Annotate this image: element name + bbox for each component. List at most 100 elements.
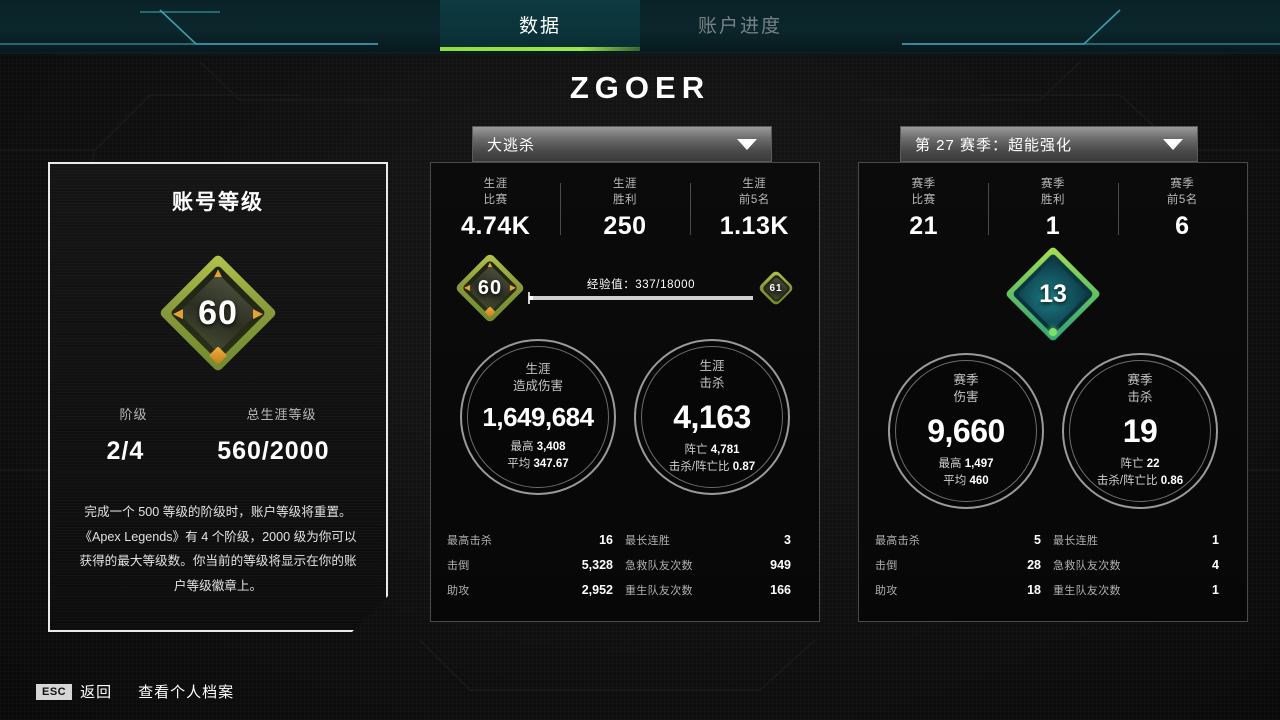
season-top-stats: 赛季 比赛 21 赛季 胜利 1 赛季 前5名 6 [859, 177, 1247, 241]
season-damage-max-val: 1,497 [964, 457, 994, 470]
back-button[interactable]: ESC 返回 [36, 681, 112, 702]
career-bottom-table: 最高击杀 16 最长连胜 3 击倒 5,328 急救队友次数 949 [431, 532, 819, 607]
season-matches-value: 21 [909, 212, 939, 241]
header-accent-lines [0, 9, 1280, 54]
career-wins-stat: 生涯 胜利 250 [560, 177, 689, 241]
season-damage-avg-key: 平均 [943, 474, 967, 487]
chevron-up-icon: ▲ [486, 260, 494, 270]
career-knockdowns-val: 5,328 [581, 558, 613, 572]
player-name: ZGOER [569, 70, 711, 105]
career-respawns-key: 重生队友次数 [625, 585, 693, 597]
back-label: 返回 [80, 684, 113, 701]
career-deaths-key: 阵亡 [684, 443, 708, 456]
account-level-subvalues: 2/4 560/2000 [70, 437, 366, 466]
season-knockdowns-cell: 击倒 28 [875, 557, 1053, 573]
account-level-sublabels: 阶级 总生涯等级 [70, 404, 366, 423]
career-knockdowns-cell: 击倒 5,328 [447, 557, 625, 573]
season-damage-label: 赛季 伤害 [953, 372, 979, 404]
season-wins-stat: 赛季 胜利 1 [988, 177, 1117, 241]
esc-key-badge: ESC [36, 683, 73, 700]
tab-account-progress[interactable]: 账户进度 [640, 0, 840, 48]
career-matches-stat: 生涯 比赛 4.74K [431, 177, 560, 241]
season-deaths-key: 阵亡 [1120, 457, 1144, 470]
season-kd-val: 0.86 [1160, 474, 1184, 487]
account-level-badge-wrap: ▲ ◀ ▶ 60 [70, 258, 366, 368]
season-win-streak-cell: 最长连胜 1 [1053, 532, 1231, 548]
next-level-value: 61 [769, 282, 783, 294]
game-mode-dropdown[interactable]: 大逃杀 [472, 126, 772, 162]
career-kd-key: 击杀/阵亡比 [668, 460, 730, 473]
career-matches-label: 生涯 比赛 [483, 178, 508, 206]
xp-progress-fill [529, 296, 534, 301]
career-stats-panel: 生涯 比赛 4.74K 生涯 胜利 250 生涯 前5名 1.13K ▲ ◀ ▶… [430, 162, 820, 622]
season-kills-circle: 赛季 击杀 19 阵亡 22 击杀/阵亡比 0.86 [1062, 353, 1218, 510]
xp-progress-bar [528, 292, 753, 305]
career-best-kills-val: 16 [599, 533, 613, 547]
season-stats-panel: 赛季 比赛 21 赛季 胜利 1 赛季 前5名 6 13 赛季 伤害 9,660 [858, 162, 1248, 622]
career-damage-circle: 生涯 造成伤害 1,649,684 最高 3,408 平均 347.67 [460, 339, 616, 496]
season-damage-circle: 赛季 伤害 9,660 最高 1,497 平均 460 [888, 353, 1044, 510]
career-revives-val: 949 [770, 558, 791, 572]
current-level-diamond-icon: ▲ ◀ ▶ 60 [454, 252, 526, 324]
account-level-diamond-icon: ▲ ◀ ▶ 60 [163, 258, 273, 368]
season-wins-value: 1 [1045, 212, 1061, 241]
rank-label: 阶级 [119, 407, 148, 422]
season-circles: 赛季 伤害 9,660 最高 1,497 平均 460 赛季 击杀 19 阵亡 … [859, 353, 1247, 510]
career-wins-label: 生涯 胜利 [612, 178, 637, 206]
table-row: 最高击杀 16 最长连胜 3 [447, 532, 803, 548]
season-knockdowns-key: 击倒 [875, 560, 898, 572]
season-damage-avg-val: 460 [969, 474, 989, 487]
career-best-kills-cell: 最高击杀 16 [447, 532, 625, 548]
table-row: 击倒 28 急救队友次数 4 [875, 557, 1231, 573]
season-level-value: 13 [1039, 279, 1067, 308]
game-mode-dropdown-value: 大逃杀 [487, 136, 536, 154]
career-damage-avg-val: 347.67 [533, 457, 569, 470]
season-knockdowns-val: 28 [1027, 558, 1041, 572]
career-assists-key: 助攻 [447, 585, 470, 597]
season-revives-cell: 急救队友次数 4 [1053, 557, 1231, 573]
chevron-down-icon [737, 138, 757, 150]
career-kills-label: 生涯 击杀 [699, 358, 725, 390]
career-top5-stat: 生涯 前5名 1.13K [689, 177, 819, 241]
chevron-up-icon: ▲ [211, 265, 225, 280]
career-deaths-val: 4,781 [710, 443, 740, 456]
career-knockdowns-key: 击倒 [447, 560, 470, 572]
season-top5-stat: 赛季 前5名 6 [1117, 177, 1247, 241]
chevron-left-icon: ◀ [464, 283, 471, 293]
view-profile-button[interactable]: 查看个人档案 [138, 681, 234, 702]
season-respawns-key: 重生队友次数 [1053, 585, 1121, 597]
career-damage-sub: 最高 3,408 平均 347.67 [507, 439, 568, 474]
xp-bar-wrapper: 经验值：337/18000 [528, 276, 753, 305]
tab-stats[interactable]: 数据 [440, 0, 640, 51]
career-win-streak-key: 最长连胜 [625, 535, 671, 547]
season-win-streak-val: 1 [1212, 533, 1219, 547]
career-win-streak-val: 3 [784, 533, 791, 547]
career-assists-cell: 助攻 2,952 [447, 582, 625, 598]
xp-text: 经验值：337/18000 [586, 279, 696, 292]
season-revives-val: 4 [1212, 558, 1219, 572]
season-damage-max-key: 最高 [938, 457, 962, 470]
season-assists-key: 助攻 [875, 585, 898, 597]
career-assists-val: 2,952 [581, 583, 613, 597]
season-deaths-val: 22 [1146, 457, 1160, 470]
season-best-kills-val: 5 [1034, 533, 1041, 547]
season-dropdown[interactable]: 第 27 赛季：超能强化 [900, 126, 1198, 162]
career-damage-label: 生涯 造成伤害 [512, 361, 563, 393]
season-matches-label: 赛季 比赛 [911, 178, 936, 206]
career-kills-sub: 阵亡 4,781 击杀/阵亡比 0.87 [669, 442, 755, 477]
rank-value: 2/4 [106, 437, 145, 465]
account-level-panel: 账号等级 ▲ ◀ ▶ 60 阶级 总生涯等级 2/4 56 [48, 162, 388, 632]
season-wins-label: 赛季 胜利 [1040, 178, 1065, 206]
tab-bar: 数据 账户进度 [0, 0, 1280, 54]
season-respawns-val: 1 [1212, 583, 1219, 597]
season-bottom-table: 最高击杀 5 最长连胜 1 击倒 28 急救队友次数 4 [859, 532, 1247, 607]
career-best-kills-key: 最高击杀 [447, 535, 493, 547]
career-kills-circle: 生涯 击杀 4,163 阵亡 4,781 击杀/阵亡比 0.87 [634, 339, 790, 496]
chevron-right-icon: ▶ [253, 305, 263, 321]
season-assists-val: 18 [1027, 583, 1041, 597]
season-matches-stat: 赛季 比赛 21 [859, 177, 988, 241]
season-kills-label: 赛季 击杀 [1127, 372, 1153, 404]
next-level-diamond-icon: 61 [757, 269, 795, 307]
chevron-right-icon: ▶ [509, 283, 516, 293]
